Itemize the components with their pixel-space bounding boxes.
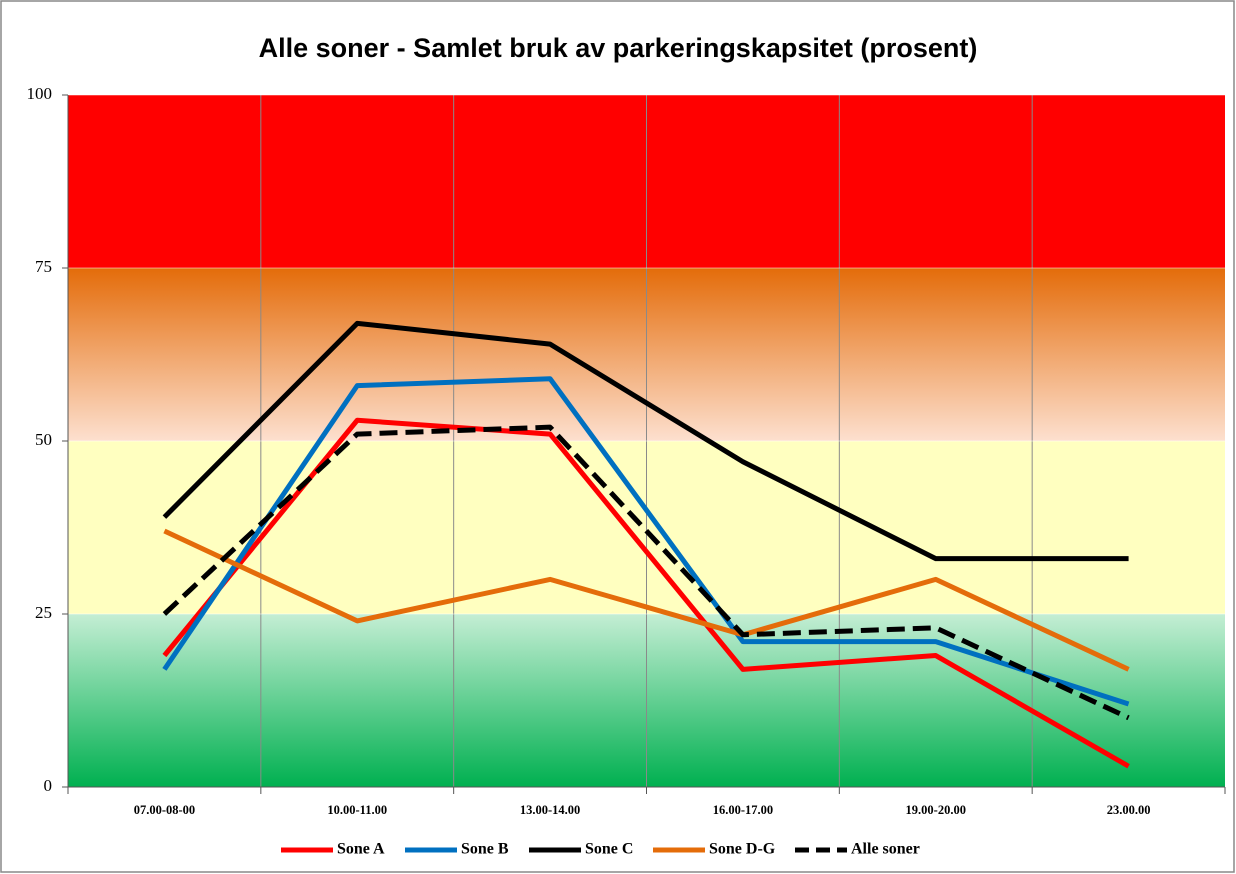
legend-label: Alle soner xyxy=(851,841,920,858)
y-tick-label: 0 xyxy=(44,776,53,795)
series-line xyxy=(162,417,1130,769)
x-tick-label: 07.00-08-00 xyxy=(134,803,195,817)
x-tick-label: 23.00.00 xyxy=(1107,803,1151,817)
x-tick-label: 10.00-11.00 xyxy=(327,803,387,817)
y-tick-label: 75 xyxy=(35,257,52,276)
y-tick-label: 50 xyxy=(35,430,52,449)
x-tick-label: 19.00-20.00 xyxy=(906,803,966,817)
chart-title: Alle soner - Samlet bruk av parkeringska… xyxy=(259,33,978,63)
legend-label: Sone B xyxy=(461,841,509,858)
series-line xyxy=(162,376,1130,707)
legend-label: Sone C xyxy=(585,841,633,858)
y-tick-label: 25 xyxy=(35,603,52,622)
x-tick-label: 13.00-14.00 xyxy=(520,803,580,817)
series-line xyxy=(163,528,1130,672)
legend-label: Sone D-G xyxy=(709,841,776,858)
x-tick-label: 16.00-17.00 xyxy=(713,803,773,817)
series-line xyxy=(162,424,1130,721)
y-tick-label: 100 xyxy=(27,84,53,103)
legend-label: Sone A xyxy=(337,841,385,858)
series-line xyxy=(162,320,1129,562)
